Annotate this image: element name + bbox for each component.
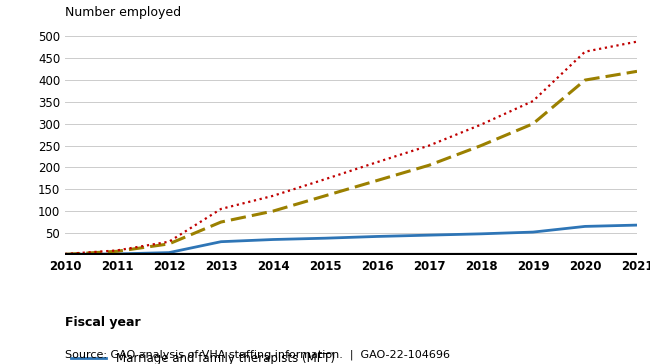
Legend: Marriage and family therapists (MFT), Licensed professional mental health counse: Marriage and family therapists (MFT), Li… <box>71 352 450 364</box>
Text: Fiscal year: Fiscal year <box>65 316 140 329</box>
Text: Source: GAO analysis of VHA staffing information.  |  GAO-22-104696: Source: GAO analysis of VHA staffing inf… <box>65 350 450 360</box>
Text: Number employed: Number employed <box>65 6 181 19</box>
